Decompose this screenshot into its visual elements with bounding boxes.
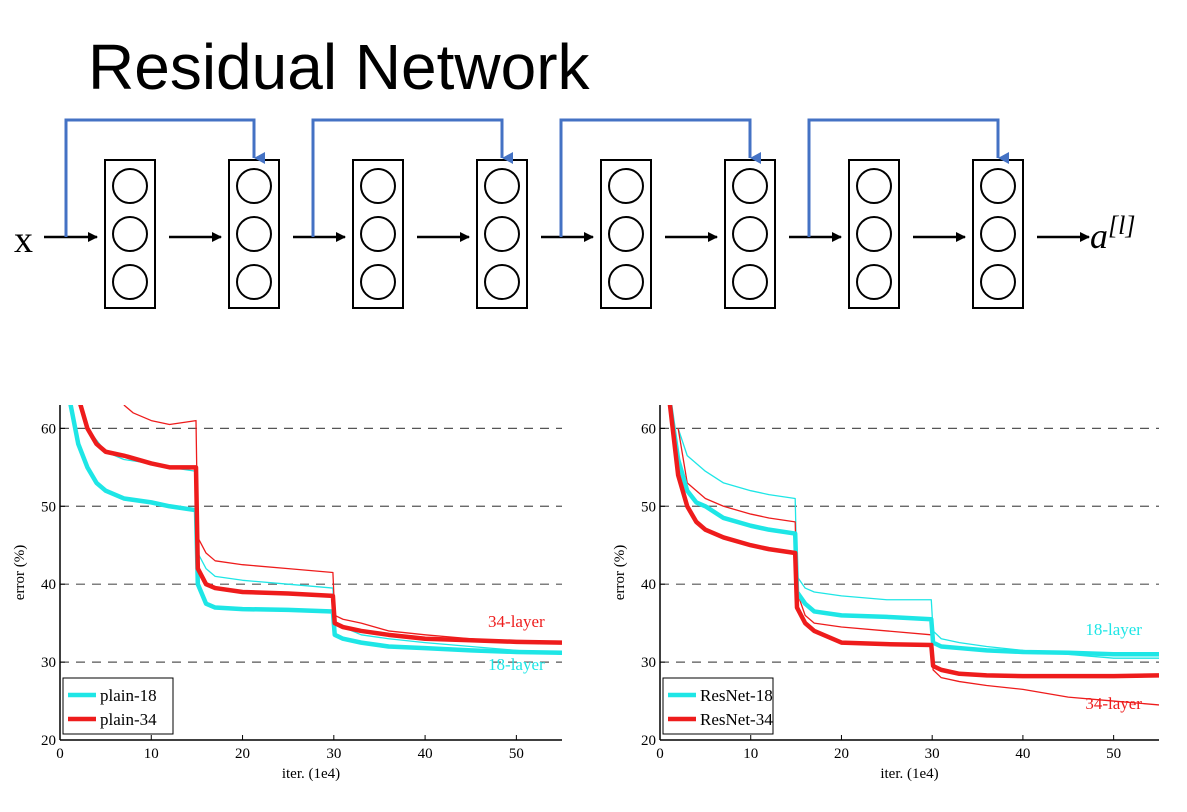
neuron: [360, 216, 396, 252]
layer-4: [476, 159, 528, 309]
annotation-34-layer: 34-layer: [488, 612, 545, 631]
layer-5: [600, 159, 652, 309]
neuron: [856, 264, 892, 300]
y-tick-label: 40: [641, 577, 656, 593]
y-tick-label: 60: [641, 421, 656, 437]
neuron: [236, 264, 272, 300]
legend-box: [662, 677, 774, 735]
neuron: [484, 168, 520, 204]
y-axis-label: error (%): [612, 545, 628, 600]
skip-connection-4: [807, 118, 1009, 237]
series-group: [667, 405, 1159, 706]
x-tick-label: 30: [925, 746, 940, 762]
legend-label: plain-18: [100, 686, 157, 705]
neuron: [360, 168, 396, 204]
output-label-superscript: [l]: [1108, 211, 1135, 240]
x-tick-label: 50: [1106, 746, 1121, 762]
neuron: [980, 264, 1016, 300]
annotation-18-layer: 18-layer: [488, 655, 545, 674]
layer-8: [972, 159, 1024, 309]
grid-lines: [660, 427, 1159, 663]
series-plain-34-train: [123, 405, 562, 644]
resnet-error-chart: 0 10 20 30 40 50 20 30 40 50 60 iter. (1e4) error (%…: [612, 405, 1159, 782]
series-resnet-34: [667, 405, 1159, 679]
series-plain-18: [68, 405, 562, 655]
slide-title: Residual Network: [88, 31, 590, 103]
annotation-18-layer: 18-layer: [1085, 620, 1142, 639]
layer-2: [228, 159, 280, 309]
neuron: [980, 216, 1016, 252]
layer-1: [104, 159, 156, 309]
x-tick-label: 0: [56, 746, 64, 762]
x-axis-label: iter. (1e4): [282, 766, 340, 782]
legend-box: [62, 677, 174, 735]
x-tick-label: 10: [144, 746, 159, 762]
neuron: [608, 216, 644, 252]
legend-label: ResNet-34: [700, 710, 773, 729]
skip-connection-1: [64, 118, 265, 237]
x-tick-label: 10: [743, 746, 758, 762]
neuron: [112, 264, 148, 300]
x-tick-label: 40: [418, 746, 433, 762]
legend: ResNet-18 ResNet-34: [662, 677, 774, 735]
neuron: [360, 264, 396, 300]
y-tick-label: 20: [641, 733, 656, 749]
neuron: [484, 264, 520, 300]
x-tick-label: 30: [326, 746, 341, 762]
y-tick-label: 30: [641, 655, 656, 671]
neuron: [236, 168, 272, 204]
x-tick-label: 0: [656, 746, 664, 762]
layer-7: [848, 159, 900, 309]
legend-label: plain-34: [100, 710, 157, 729]
neuron: [980, 168, 1016, 204]
output-label: a[l]: [1090, 211, 1135, 256]
series-group: [68, 405, 562, 655]
layer-6: [724, 159, 776, 309]
plain-network-error-chart: 0 10 20 30 40 50 20 30 40 50 60 iter. (1e4) error (%…: [12, 405, 562, 782]
neuron: [236, 216, 272, 252]
residual-network-diagram: x a[l]: [14, 118, 1135, 309]
neuron: [608, 264, 644, 300]
legend: plain-18 plain-34: [62, 677, 174, 735]
y-tick-label: 40: [41, 577, 56, 593]
y-tick-label: 50: [41, 499, 56, 515]
neuron: [732, 264, 768, 300]
layer-3: [352, 159, 404, 309]
neuron: [732, 216, 768, 252]
x-tick-label: 50: [509, 746, 524, 762]
series-resnet-34-train: [677, 428, 1159, 706]
neuron: [484, 216, 520, 252]
y-tick-label: 20: [41, 733, 56, 749]
x-tick-label: 20: [834, 746, 849, 762]
neuron: [608, 168, 644, 204]
neuron: [856, 216, 892, 252]
y-axis-label: error (%): [12, 545, 28, 600]
neuron: [112, 216, 148, 252]
neuron: [732, 168, 768, 204]
x-tick-label: 40: [1015, 746, 1030, 762]
legend-label: ResNet-18: [700, 686, 773, 705]
series-plain-34: [78, 405, 562, 645]
skip-connection-2: [311, 118, 513, 237]
series-resnet-18-train: [677, 428, 1159, 659]
skip-connection-3: [559, 118, 761, 237]
x-tick-label: 20: [235, 746, 250, 762]
neuron: [856, 168, 892, 204]
grid-lines: [60, 427, 562, 663]
series-resnet-18: [667, 405, 1159, 657]
y-tick-label: 50: [641, 499, 656, 515]
neuron: [112, 168, 148, 204]
annotation-34-layer: 34-layer: [1085, 694, 1142, 713]
x-axis-label: iter. (1e4): [880, 766, 938, 782]
y-tick-label: 60: [41, 421, 56, 437]
input-label: x: [14, 219, 33, 261]
y-tick-label: 30: [41, 655, 56, 671]
output-label-base: a: [1090, 216, 1108, 256]
